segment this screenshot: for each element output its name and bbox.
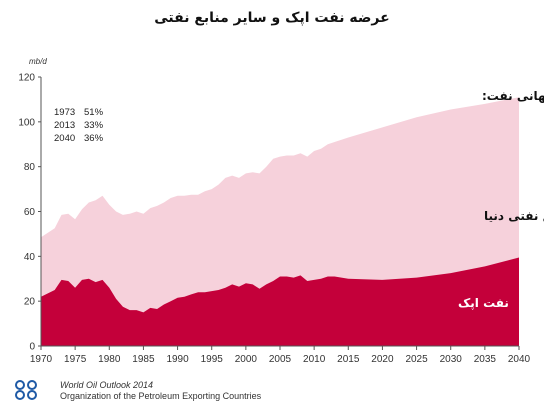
x-tick-label: 2010 <box>303 354 326 365</box>
x-tick-label: 1975 <box>64 354 87 365</box>
x-tick-label: 2040 <box>508 354 531 365</box>
y-tick-label: 60 <box>24 207 36 218</box>
share-heading: درصد عرضه نفت اپک نسبت به عرضه جهانی نفت… <box>482 89 544 103</box>
area-opec-oil <box>41 257 519 346</box>
y-tick-label: 100 <box>18 117 35 128</box>
y-tick-label: 40 <box>24 252 36 263</box>
y-axis-label: mb/d <box>29 57 47 66</box>
share-percent: 51% <box>84 107 104 118</box>
series-label-opec: نفت اپک <box>458 296 509 310</box>
share-year: 1973 <box>54 107 75 118</box>
share-year: 2040 <box>54 133 75 144</box>
footer-organization: Organization of the Petroleum Exporting … <box>60 391 262 401</box>
footer-publication: World Oil Outlook 2014 <box>60 380 154 390</box>
x-tick-label: 2035 <box>474 354 497 365</box>
x-tick-label: 1980 <box>98 354 121 365</box>
x-tick-label: 2000 <box>235 354 258 365</box>
x-tick-label: 2015 <box>337 354 360 365</box>
y-tick-label: 20 <box>24 297 36 308</box>
x-tick-label: 1995 <box>201 354 224 365</box>
opec-logo-icon <box>15 380 37 400</box>
series-label-other: سایر منابع نفتی دنیا <box>484 209 544 223</box>
x-tick-label: 2030 <box>440 354 463 365</box>
y-tick-label: 120 <box>18 73 35 84</box>
x-tick-label: 2005 <box>269 354 292 365</box>
x-tick-label: 2020 <box>371 354 394 365</box>
x-tick-label: 1985 <box>132 354 155 365</box>
chart-title: عرضه نفت اپک و سایر منابع نفتی <box>154 10 390 26</box>
share-table: 1973 51% 2013 33% 2040 36% <box>54 107 104 144</box>
y-tick-label: 0 <box>29 342 35 353</box>
x-tick-label: 1990 <box>166 354 189 365</box>
share-percent: 33% <box>84 120 104 131</box>
share-percent: 36% <box>84 133 104 144</box>
area-layer <box>41 97 519 346</box>
x-tick-label: 2025 <box>405 354 428 365</box>
y-tick-label: 80 <box>24 162 36 173</box>
share-year: 2013 <box>54 120 75 131</box>
x-tick-label: 1970 <box>30 354 53 365</box>
